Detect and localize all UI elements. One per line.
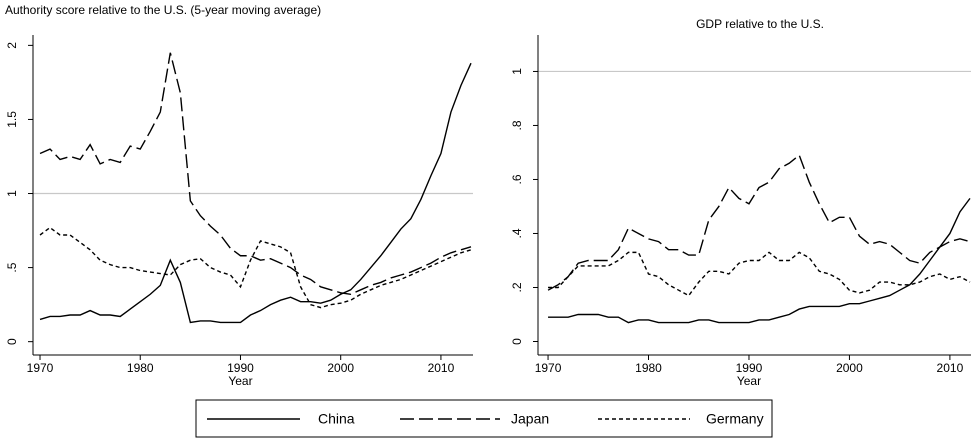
- x-tick-label: 1990: [227, 361, 254, 375]
- series-line: Japan: [547, 154, 971, 291]
- y-tick-label: 1: [5, 190, 19, 197]
- x-axis-label: Year: [228, 374, 252, 388]
- y-tick-label: .5: [5, 262, 19, 272]
- legend-label: China: [318, 411, 355, 427]
- series-line: China: [548, 197, 971, 324]
- x-tick-label: 1980: [127, 361, 154, 375]
- series-line: Germany: [548, 251, 971, 297]
- x-tick-label: 2000: [836, 361, 863, 375]
- y-tick-label: .4: [510, 228, 524, 238]
- x-tick-label: 2000: [327, 361, 354, 375]
- legend-label: Japan: [511, 411, 549, 427]
- y-tick-label: 2: [5, 42, 19, 49]
- series-line: [39, 62, 472, 324]
- y-tick-label: 0: [5, 338, 19, 345]
- y-tick-label: 1: [510, 68, 524, 75]
- x-tick-label: 1980: [635, 361, 662, 375]
- x-tick-label: 2010: [428, 361, 455, 375]
- x-axis-label: Year: [737, 374, 761, 388]
- series-line: [39, 226, 472, 309]
- x-tick-label: 1990: [736, 361, 763, 375]
- y-tick-label: .2: [510, 282, 524, 292]
- y-tick-label: 1.5: [5, 111, 19, 128]
- chart-title: Authority score relative to the U.S. (5-…: [5, 3, 321, 17]
- x-tick-label: 1970: [27, 361, 54, 375]
- y-tick-label: .8: [510, 120, 524, 130]
- y-tick-label: 0: [510, 338, 524, 345]
- x-tick-label: 1970: [535, 361, 562, 375]
- x-tick-label: 2010: [937, 361, 964, 375]
- chart-title: GDP relative to the U.S.: [696, 17, 824, 31]
- series-line: [39, 52, 472, 295]
- legend-label: Germany: [706, 411, 764, 427]
- y-tick-label: .6: [510, 174, 524, 184]
